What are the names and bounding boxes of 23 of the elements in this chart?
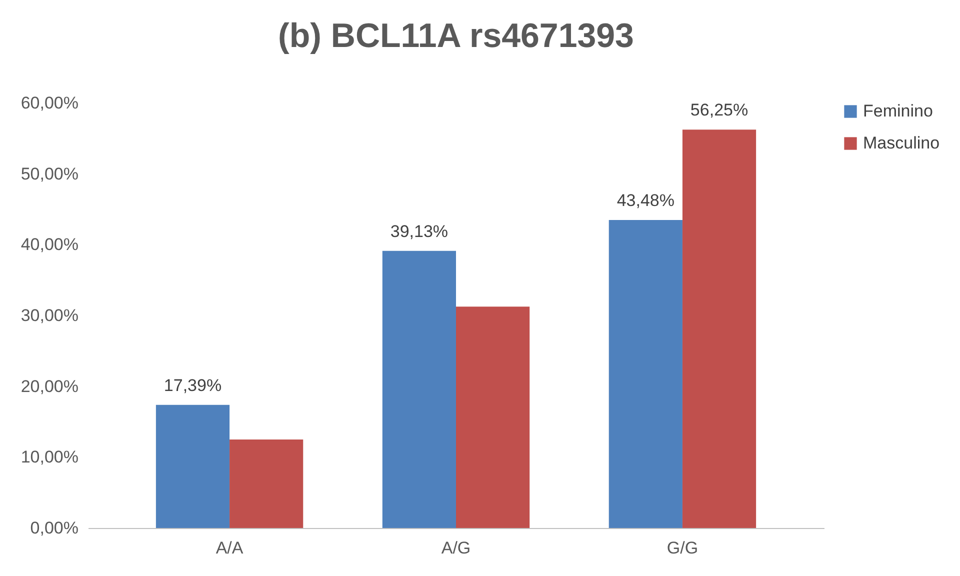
x-tick-label: A/A <box>216 538 244 558</box>
chart-title: (b) BCL11A rs4671393 <box>278 17 634 55</box>
y-tick-label: 20,00% <box>20 376 78 396</box>
data-label: 43,48% <box>616 191 674 210</box>
y-tick-label: 0,00% <box>30 518 78 538</box>
y-tick-label: 40,00% <box>20 235 78 254</box>
data-label: 17,39% <box>164 376 222 395</box>
data-label: 56,25% <box>690 100 748 120</box>
y-tick-label: 10,00% <box>20 448 78 467</box>
x-tick-label: A/G <box>441 538 471 558</box>
bar <box>382 250 456 528</box>
y-tick-label: 50,00% <box>20 164 78 184</box>
bar <box>456 306 530 528</box>
data-label: 39,13% <box>390 222 448 241</box>
y-tick-label: 30,00% <box>20 306 78 325</box>
x-tick-label: G/G <box>666 538 698 558</box>
bar <box>682 130 756 528</box>
bar <box>608 220 682 528</box>
legend-label: Masculino <box>863 134 940 152</box>
bar <box>156 404 230 528</box>
y-tick-label: 60,00% <box>20 94 78 112</box>
bar <box>230 439 304 528</box>
legend-label: Feminino <box>863 102 933 120</box>
